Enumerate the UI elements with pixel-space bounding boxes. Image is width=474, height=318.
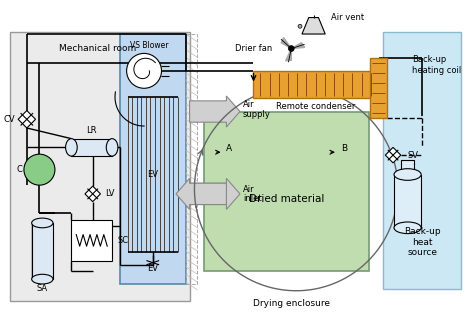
Text: Back-up
heating coil: Back-up heating coil: [412, 55, 462, 75]
Bar: [383, 32, 461, 289]
Text: LV: LV: [105, 190, 115, 198]
Bar: [253, 71, 379, 98]
Text: Drier fan: Drier fan: [235, 44, 272, 53]
Ellipse shape: [394, 169, 421, 180]
Text: SA: SA: [37, 284, 48, 293]
Text: EV: EV: [147, 264, 158, 273]
Text: inlet: inlet: [243, 194, 262, 203]
Bar: [370, 58, 387, 118]
Text: Air: Air: [243, 184, 255, 194]
Bar: [401, 160, 414, 176]
FancyArrow shape: [190, 178, 240, 209]
Text: CV: CV: [4, 115, 15, 124]
Circle shape: [288, 46, 294, 52]
Polygon shape: [18, 111, 36, 128]
Polygon shape: [302, 17, 325, 34]
Bar: [120, 34, 186, 284]
Text: Air: Air: [243, 100, 255, 109]
Text: Drying enclosure: Drying enclosure: [253, 299, 330, 308]
Text: LR: LR: [86, 126, 97, 135]
Polygon shape: [85, 186, 100, 202]
Polygon shape: [385, 147, 401, 163]
FancyArrow shape: [176, 178, 227, 209]
FancyArrow shape: [190, 96, 240, 127]
Text: Back-up
heat
source: Back-up heat source: [404, 227, 440, 257]
Circle shape: [298, 24, 302, 28]
Ellipse shape: [65, 139, 77, 156]
Bar: [394, 175, 421, 228]
Text: VS Blower: VS Blower: [130, 41, 168, 50]
Text: C: C: [16, 165, 22, 174]
Text: SC: SC: [118, 236, 129, 245]
Ellipse shape: [106, 139, 118, 156]
Polygon shape: [292, 43, 305, 49]
Text: Mechanical room: Mechanical room: [59, 44, 136, 53]
Ellipse shape: [32, 274, 53, 284]
Bar: [10, 32, 190, 301]
Text: A: A: [227, 144, 233, 153]
Text: B: B: [341, 144, 347, 153]
Ellipse shape: [32, 218, 53, 228]
Text: supply: supply: [243, 110, 271, 119]
Polygon shape: [286, 49, 292, 61]
Bar: [72, 220, 112, 261]
Circle shape: [127, 53, 162, 88]
Polygon shape: [281, 38, 292, 49]
Bar: [186, 34, 197, 284]
Text: SV: SV: [408, 151, 419, 160]
Text: Air vent: Air vent: [331, 13, 364, 22]
Ellipse shape: [394, 222, 421, 234]
Text: Remote condenser: Remote condenser: [276, 102, 355, 111]
Text: Dried material: Dried material: [249, 194, 324, 204]
Bar: [32, 223, 53, 279]
Text: EV: EV: [147, 170, 158, 179]
Bar: [72, 139, 112, 156]
Circle shape: [24, 154, 55, 185]
Bar: [204, 112, 369, 271]
